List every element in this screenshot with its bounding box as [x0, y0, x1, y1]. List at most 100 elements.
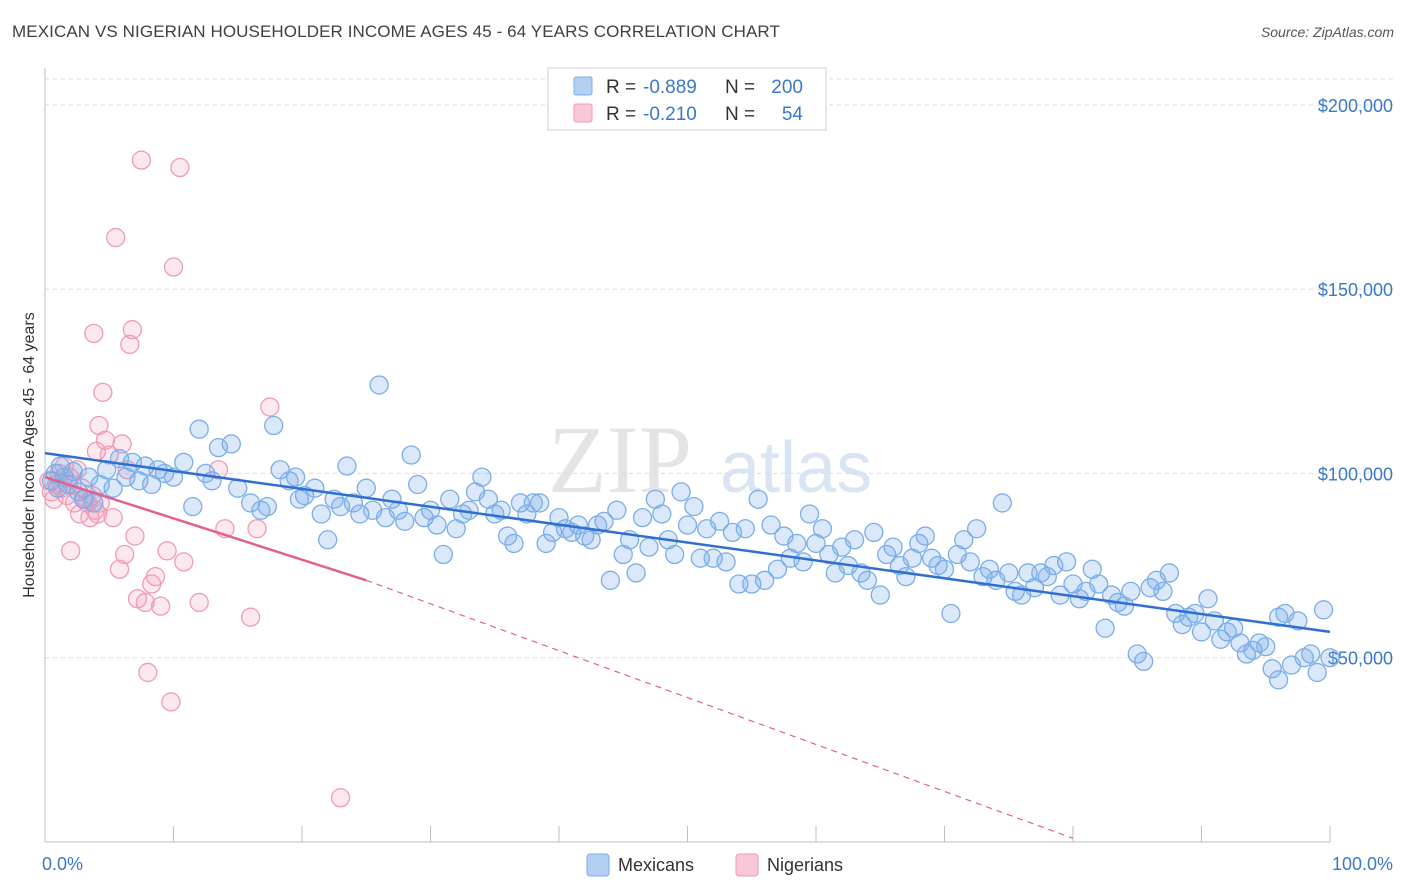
legend-swatch-nigerians — [573, 103, 593, 123]
mexican-point — [665, 544, 685, 565]
nigerian-point — [170, 157, 190, 178]
mexican-point — [812, 519, 833, 539]
y-tick-label: $150,000 — [1318, 280, 1393, 300]
mexican-point — [427, 515, 447, 535]
mexican-point — [1211, 629, 1231, 649]
y-tick-label: $100,000 — [1318, 464, 1393, 484]
mexican-point — [799, 504, 820, 524]
tick-labels: $50,000 $100,000 $150,000 $200,000 0.0% 100.0… — [42, 96, 1393, 874]
mexican-point — [677, 515, 698, 535]
nigerian-point — [174, 552, 194, 572]
mexican-point — [549, 508, 569, 528]
mexican-point — [600, 570, 621, 590]
watermark: ZIP atlas — [548, 406, 872, 513]
bottom-swatch-nigerians — [735, 853, 759, 877]
mexican-point — [941, 603, 961, 624]
mexican-point — [257, 496, 277, 517]
mexican-point — [264, 415, 284, 436]
legend-n-value-mexicans: 200 — [771, 77, 803, 98]
nigerian-point — [161, 692, 181, 712]
mexican-point — [504, 533, 524, 554]
mexican-point — [748, 489, 768, 509]
y-tick-label: $50,000 — [1328, 649, 1393, 669]
mexican-point — [1262, 659, 1282, 679]
legend-swatch-mexicans — [573, 76, 593, 96]
nigerian-point — [112, 434, 132, 454]
nigerian-point — [150, 596, 171, 616]
mexican-point — [1320, 648, 1340, 668]
mexican-point — [626, 563, 646, 583]
nigerian-point — [99, 445, 119, 465]
mexican-point — [369, 375, 389, 395]
mexican-point — [979, 559, 1000, 579]
nigerian-point — [109, 559, 130, 579]
mexican-point — [870, 585, 890, 605]
nigerian-point — [247, 519, 267, 539]
mexican-point — [311, 504, 331, 524]
mexican-point — [440, 489, 460, 509]
mexican-point — [536, 533, 556, 554]
mexican-point — [1121, 581, 1141, 602]
nigerian-point — [106, 227, 126, 248]
nigerian-point — [84, 323, 104, 344]
legend-r-value-nigerians: -0.210 — [643, 104, 697, 125]
trend-lines — [44, 451, 1331, 839]
mexican-point — [401, 445, 421, 465]
mexican-point — [356, 478, 376, 498]
mexican-point — [1256, 637, 1276, 657]
mexican-point — [864, 522, 884, 543]
mexican-point — [343, 493, 364, 513]
mexican-point — [183, 496, 203, 517]
watermark-zip: ZIP — [548, 406, 692, 513]
bottom-label-nigerians: Nigerians — [767, 855, 843, 875]
nigerian-point — [103, 508, 123, 528]
mexican-point — [954, 530, 974, 550]
mexicans-trend-line — [44, 451, 1331, 634]
mexican-point — [433, 544, 454, 565]
nigerian-point — [330, 788, 351, 808]
mexican-point — [189, 419, 209, 439]
nigerian-point — [189, 592, 209, 613]
legend-r-value-mexicans: -0.889 — [643, 77, 697, 98]
nigerian-point — [122, 320, 143, 340]
mexican-point — [896, 566, 916, 587]
x-tick-label-max: 100.0% — [1332, 854, 1393, 874]
mexican-point — [639, 537, 659, 557]
nigerian-point — [260, 397, 280, 417]
mexican-point — [79, 467, 99, 487]
mexican-point — [632, 508, 653, 528]
mexican-point — [1056, 552, 1077, 572]
mexican-point — [607, 500, 627, 520]
series-legend: Mexicans Nigerians — [586, 853, 843, 877]
mexican-point — [1313, 600, 1334, 620]
mexican-point — [1159, 563, 1180, 583]
mexican-point — [1153, 581, 1173, 602]
nigerian-point — [157, 541, 177, 561]
mexican-point — [1301, 644, 1321, 664]
mexican-point — [1037, 566, 1057, 587]
mexican-point — [992, 493, 1012, 513]
mexican-point — [221, 434, 241, 454]
legend-n-label-nigerians: N = — [725, 104, 755, 125]
mexican-point — [84, 493, 104, 513]
mexican-point — [793, 552, 813, 572]
mexican-point — [1198, 589, 1218, 609]
mexican-point — [966, 519, 987, 539]
chart-title: MEXICAN VS NIGERIAN HOUSEHOLDER INCOME A… — [12, 22, 780, 41]
mexican-point — [960, 552, 980, 572]
mexican-point — [530, 493, 550, 513]
mexican-point — [174, 452, 194, 473]
mexican-point — [407, 474, 428, 495]
correlation-legend: R = -0.889 N = 200 R = -0.210 N = 54 — [547, 67, 827, 131]
mexican-point — [1095, 618, 1115, 638]
mexican-point — [1089, 574, 1109, 594]
mexican-point — [877, 544, 897, 565]
mexican-point — [767, 559, 788, 579]
mexican-point — [922, 548, 942, 568]
nigerian-points — [39, 150, 351, 808]
nigerian-point — [120, 334, 140, 355]
legend-n-value-nigerians: 54 — [782, 104, 804, 125]
legend-box — [547, 67, 827, 131]
mexican-point — [305, 478, 325, 498]
